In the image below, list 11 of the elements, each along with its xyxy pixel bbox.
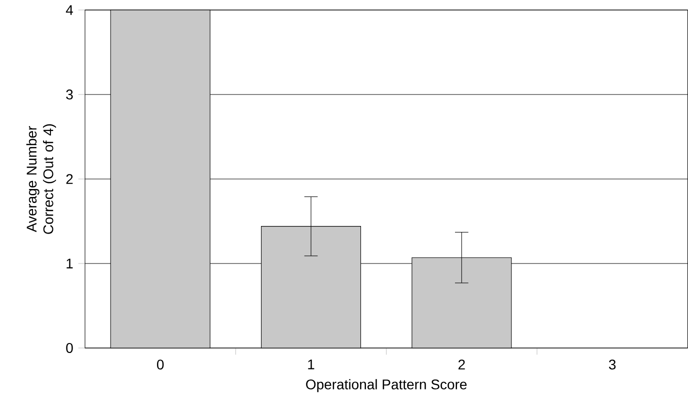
y-axis-title: Average Number Correct (Out of 4) — [26, 124, 56, 234]
x-tick-label: 2 — [458, 360, 465, 370]
y-tick-label: 4 — [66, 5, 73, 15]
x-axis-title: Operational Pattern Score — [306, 379, 467, 392]
x-tick-label: 3 — [608, 360, 616, 370]
x-tick-label: 0 — [156, 360, 164, 370]
y-tick-label: 1 — [66, 258, 73, 268]
y-tick-label: 2 — [66, 174, 73, 184]
x-tick-label: 1 — [308, 360, 314, 370]
y-tick-label: 0 — [66, 343, 73, 353]
y-tick-label: 3 — [66, 90, 73, 100]
